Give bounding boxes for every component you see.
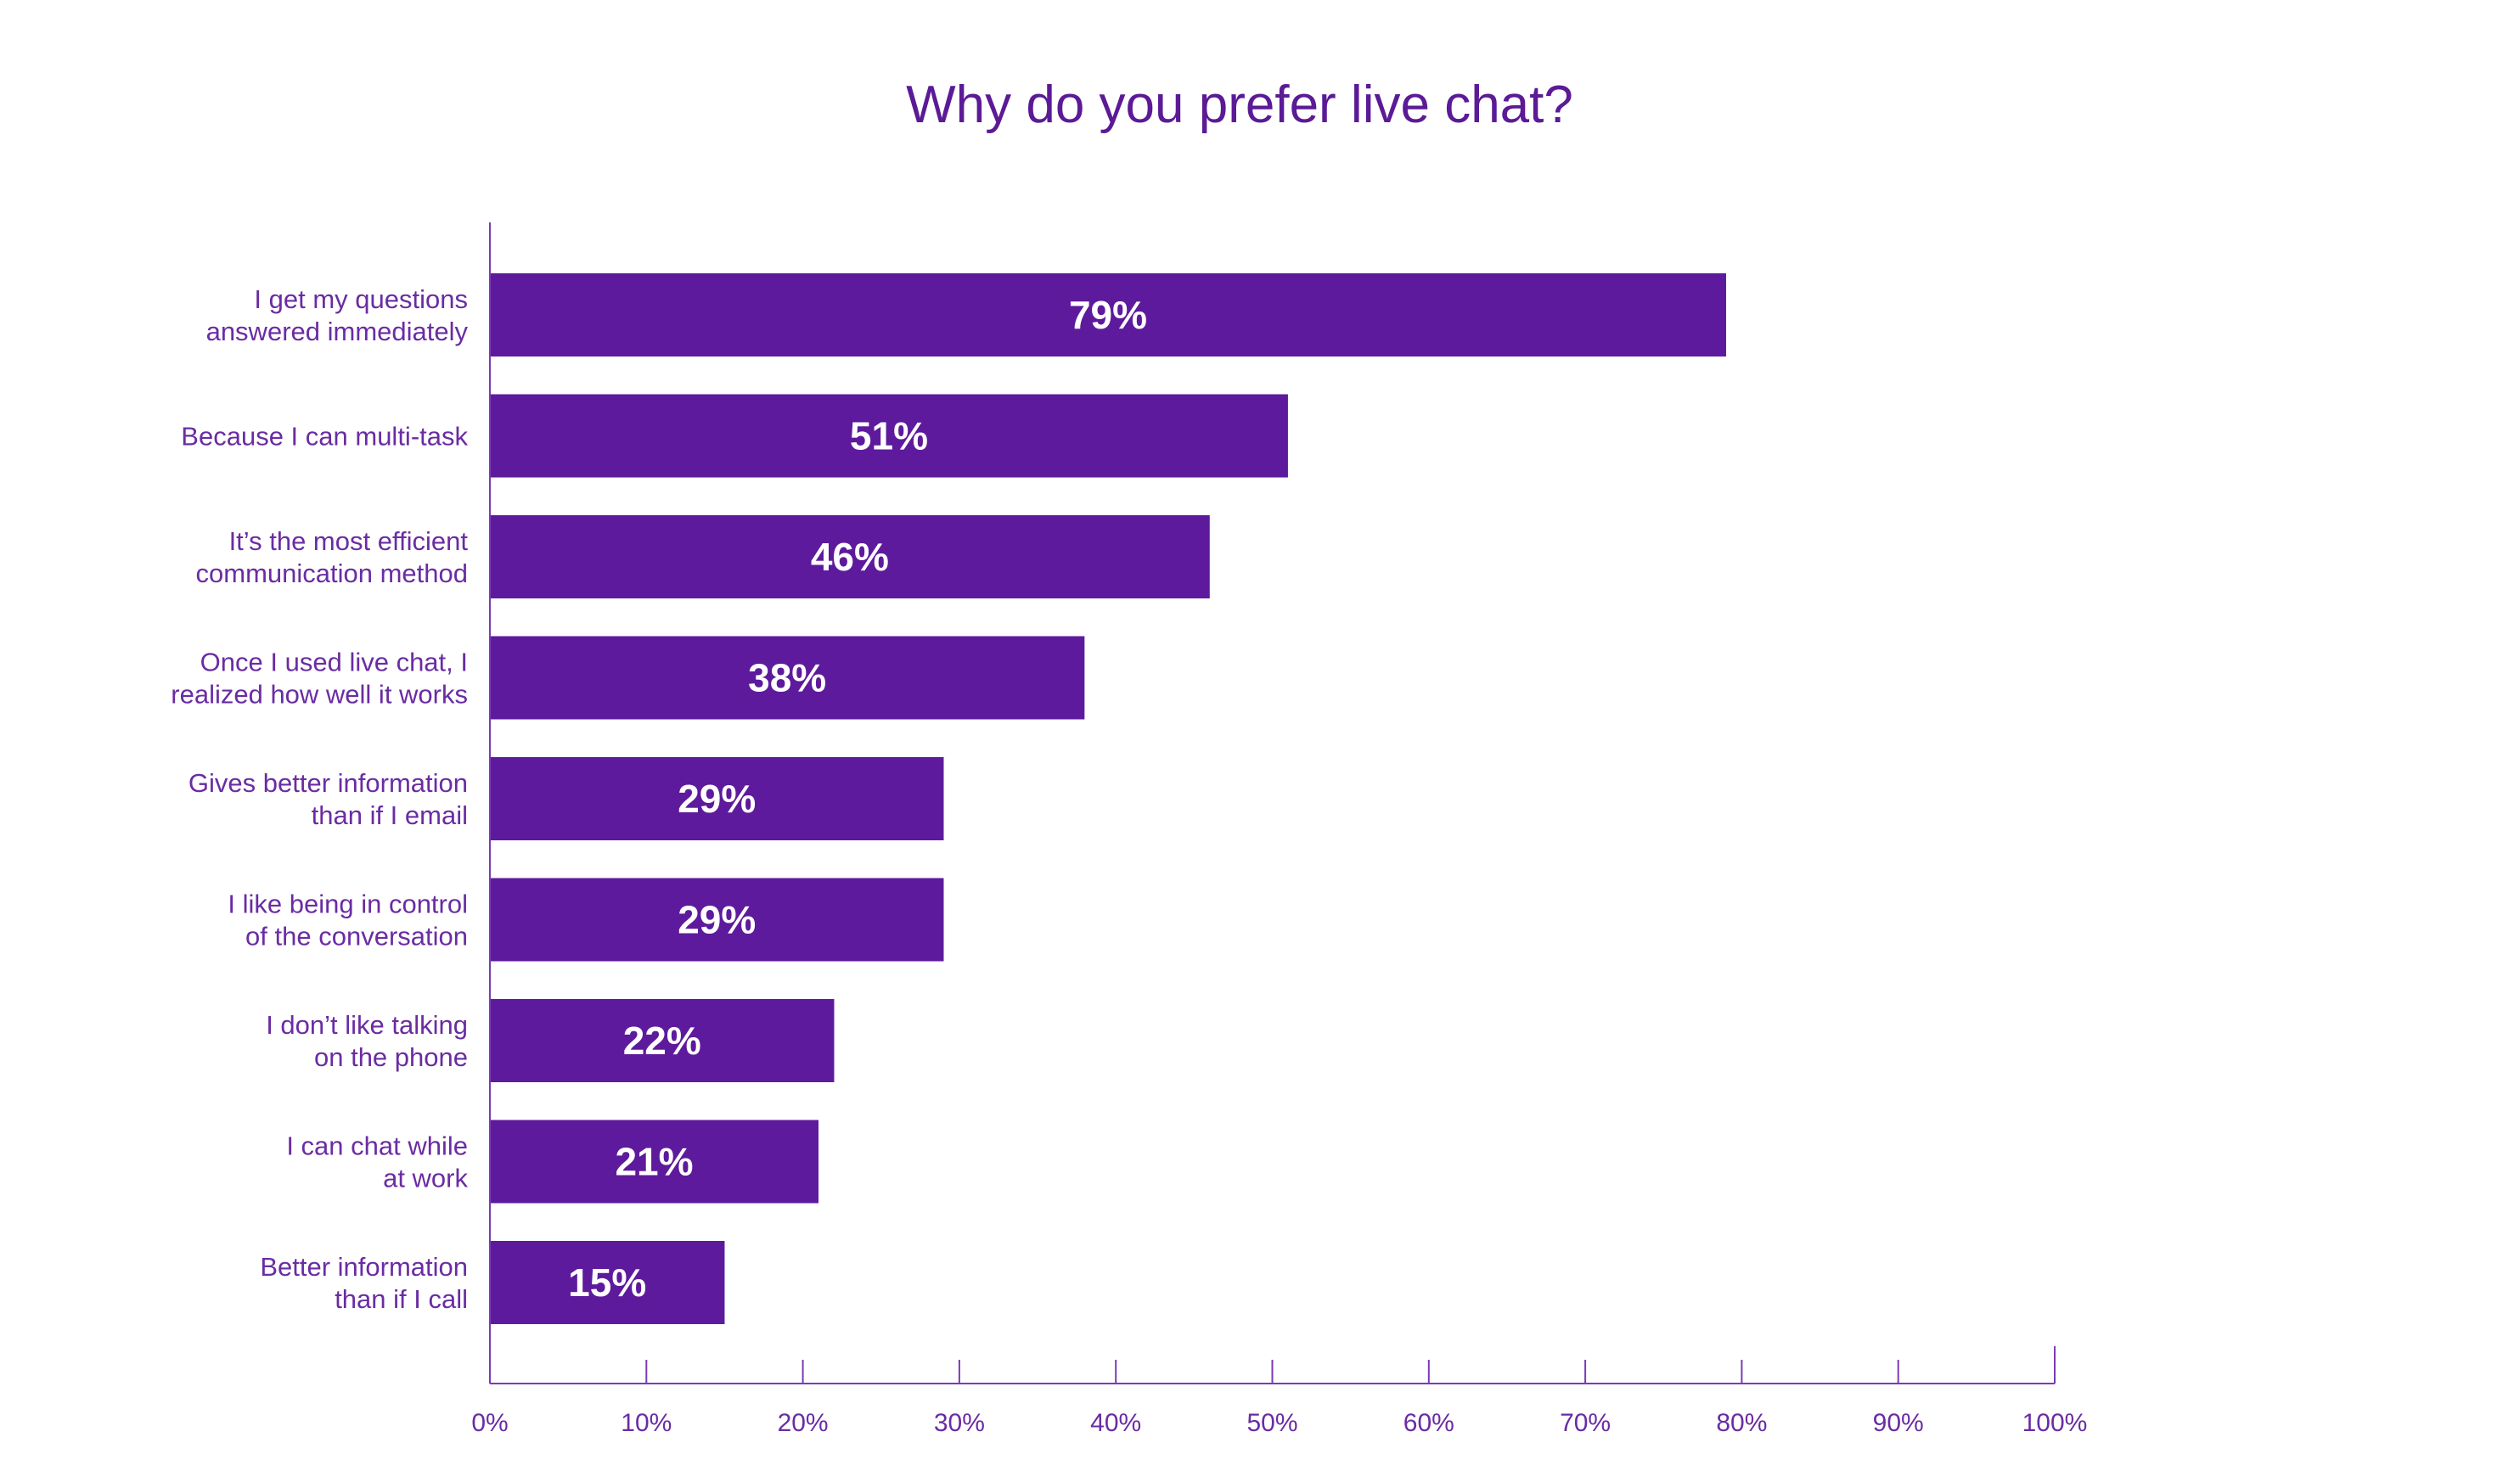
category-label: Because I can multi-task bbox=[181, 422, 468, 452]
category-label: than if I call bbox=[335, 1284, 468, 1314]
category-label: I don’t like talking bbox=[266, 1010, 468, 1040]
bar-4 bbox=[490, 636, 1085, 720]
bar-6 bbox=[490, 878, 944, 962]
x-tick-label: 90% bbox=[1873, 1409, 1924, 1437]
bar-value-label: 21% bbox=[615, 1140, 693, 1184]
category-label: on the phone bbox=[314, 1042, 468, 1072]
bar-value-label: 29% bbox=[678, 777, 756, 821]
x-tick-label: 50% bbox=[1246, 1409, 1297, 1437]
axes-group: 0% 10% 20% 30% 40% 50% 60% 70% 80% 90% 100% bbox=[471, 222, 2087, 1437]
x-tick-label: 80% bbox=[1716, 1409, 1767, 1437]
category-label: It’s the most efficient bbox=[229, 526, 469, 556]
category-label: I get my questions bbox=[254, 284, 468, 314]
bar-value-label: 38% bbox=[748, 656, 826, 700]
category-labels: I get my questions answered immediately Be… bbox=[171, 284, 468, 1314]
bar-1 bbox=[490, 273, 1726, 356]
category-label: communication method bbox=[196, 559, 469, 588]
chart-title: Why do you prefer live chat? bbox=[906, 76, 1573, 134]
bar-5 bbox=[490, 757, 944, 840]
x-tick-label: 40% bbox=[1090, 1409, 1141, 1437]
bar-value-label: 22% bbox=[623, 1019, 701, 1063]
category-label: I can chat while bbox=[286, 1131, 468, 1161]
x-tick-label: 100% bbox=[2022, 1409, 2088, 1437]
bar-value-label: 51% bbox=[850, 414, 928, 458]
x-tick-label: 30% bbox=[934, 1409, 985, 1437]
category-label: Once I used live chat, I bbox=[200, 648, 468, 677]
x-tick-label: 70% bbox=[1560, 1409, 1611, 1437]
category-label: at work bbox=[383, 1164, 468, 1193]
category-label: Gives better information bbox=[188, 768, 468, 798]
x-tick-label: 10% bbox=[621, 1409, 672, 1437]
category-label: I like being in control bbox=[228, 890, 468, 919]
bar-8 bbox=[490, 1120, 819, 1204]
bar-7 bbox=[490, 999, 835, 1082]
category-label: of the conversation bbox=[245, 922, 468, 952]
x-tick-label: 60% bbox=[1403, 1409, 1454, 1437]
bar-value-label: 79% bbox=[1069, 293, 1147, 337]
category-label: answered immediately bbox=[206, 317, 469, 346]
category-label: realized how well it works bbox=[171, 680, 468, 710]
x-tick-label: 0% bbox=[471, 1409, 508, 1437]
x-tick-label: 20% bbox=[778, 1409, 829, 1437]
category-label: than if I email bbox=[312, 800, 468, 830]
bar-value-label: 29% bbox=[678, 898, 756, 942]
bar-2 bbox=[490, 394, 1288, 478]
bar-value-label: 46% bbox=[811, 535, 889, 579]
bar-3 bbox=[490, 515, 1210, 598]
bar-value-label: 15% bbox=[568, 1260, 646, 1305]
bars-group: 79% 51% 46% 38% 29% 29% 22% 21% 15% bbox=[490, 273, 1726, 1324]
category-label: Better information bbox=[260, 1252, 468, 1282]
bar-9 bbox=[490, 1241, 725, 1324]
